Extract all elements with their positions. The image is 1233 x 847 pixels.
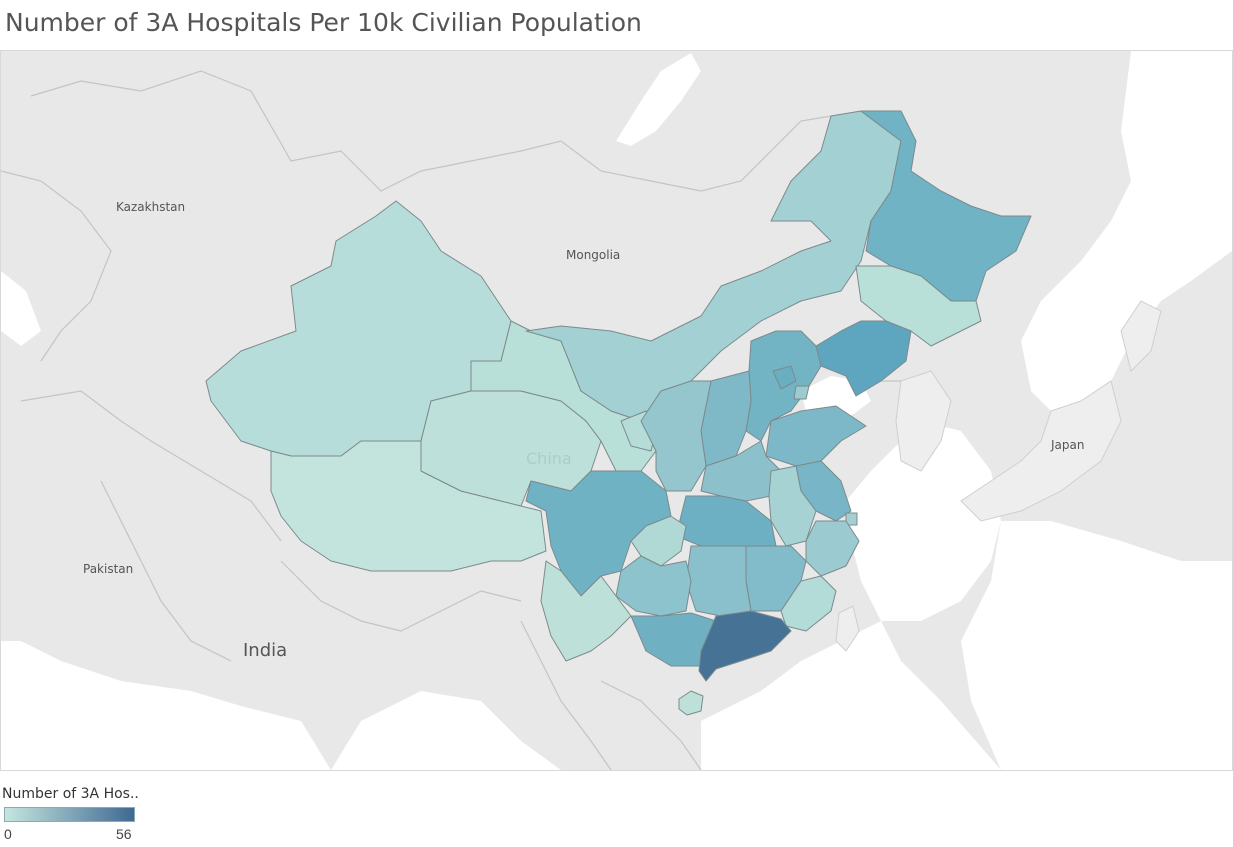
arabian-sea xyxy=(1,641,331,770)
hokkaido-land xyxy=(1120,300,1162,372)
legend-min-label: 0 xyxy=(4,826,12,842)
legend-title: Number of 3A Hos.. xyxy=(2,786,139,802)
province-shandong[interactable] xyxy=(765,405,867,467)
province-guizhou[interactable] xyxy=(615,555,692,617)
sea-of-japan xyxy=(1021,51,1232,411)
label-india: India xyxy=(243,640,287,661)
province-hunan[interactable] xyxy=(685,545,752,617)
legend-color-bar xyxy=(4,807,135,822)
province-beijing[interactable] xyxy=(772,365,797,390)
choropleth-map[interactable]: Kazakhstan Mongolia China Japan Pakistan… xyxy=(1,51,1232,770)
korea-land xyxy=(895,370,952,472)
province-sichuan[interactable] xyxy=(525,470,672,597)
pacific-ocean xyxy=(961,521,1232,770)
province-fujian[interactable] xyxy=(780,575,837,632)
province-yunnan[interactable] xyxy=(540,560,632,662)
country-labels: Kazakhstan Mongolia China Japan Pakistan… xyxy=(83,200,1084,661)
bay-of-bengal xyxy=(331,691,561,770)
legend-max-label: 56 xyxy=(116,826,132,842)
lake-baikal xyxy=(616,53,701,146)
country-borders xyxy=(1,70,901,770)
map-title: Number of 3A Hospitals Per 10k Civilian … xyxy=(5,8,642,37)
province-tibet[interactable] xyxy=(270,440,547,572)
caspian-sea xyxy=(1,271,41,346)
label-kazakhstan: Kazakhstan xyxy=(116,200,185,214)
label-japan: Japan xyxy=(1050,438,1084,452)
east-china-sea xyxy=(846,421,1001,621)
label-china: China xyxy=(526,449,572,468)
province-heilongjiang[interactable] xyxy=(860,110,1032,302)
province-hainan[interactable] xyxy=(678,690,704,716)
province-shaanxi[interactable] xyxy=(640,380,712,492)
china-provinces[interactable] xyxy=(205,110,1032,716)
label-mongolia: Mongolia xyxy=(566,248,620,262)
south-china-sea xyxy=(701,621,1001,770)
province-liaoning[interactable] xyxy=(815,320,912,397)
province-zhejiang[interactable] xyxy=(805,520,860,577)
taiwan-land xyxy=(835,605,860,652)
label-pakistan: Pakistan xyxy=(83,562,133,576)
province-tianjin[interactable] xyxy=(793,385,810,400)
map-view[interactable]: Kazakhstan Mongolia China Japan Pakistan… xyxy=(0,50,1233,771)
province-jilin[interactable] xyxy=(855,265,982,347)
japan-land xyxy=(960,380,1122,522)
province-guangdong[interactable] xyxy=(698,610,792,682)
